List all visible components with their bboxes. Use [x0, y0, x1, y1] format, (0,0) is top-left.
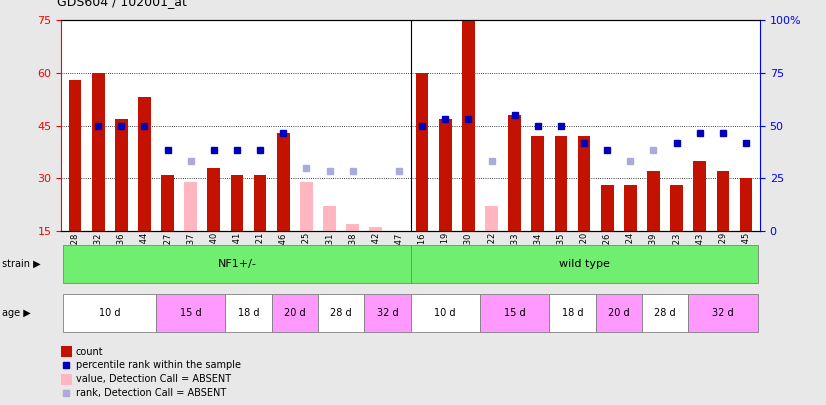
Text: 15 d: 15 d	[504, 308, 525, 318]
Bar	[693, 161, 706, 231]
Bar	[184, 182, 197, 231]
Bar	[230, 175, 244, 231]
Text: 28 d: 28 d	[654, 308, 676, 318]
Bar	[161, 175, 174, 231]
Text: 15 d: 15 d	[180, 308, 202, 318]
Bar	[346, 224, 359, 231]
Bar	[225, 294, 272, 332]
Bar	[462, 20, 475, 231]
Bar	[642, 294, 688, 332]
Bar	[92, 73, 105, 231]
Text: age ▶: age ▶	[2, 308, 31, 318]
Bar	[577, 136, 591, 231]
Bar	[415, 73, 429, 231]
Bar	[369, 227, 382, 231]
Text: GDS604 / 102001_at: GDS604 / 102001_at	[57, 0, 187, 8]
Text: 18 d: 18 d	[238, 308, 259, 318]
Bar	[254, 175, 267, 231]
Bar	[480, 294, 549, 332]
Bar	[61, 373, 72, 385]
Bar	[69, 80, 82, 231]
Bar	[596, 294, 642, 332]
Text: 20 d: 20 d	[284, 308, 306, 318]
Bar	[531, 136, 544, 231]
Text: 28 d: 28 d	[330, 308, 352, 318]
Text: NF1+/-: NF1+/-	[217, 259, 256, 269]
Bar	[411, 245, 757, 284]
Text: 20 d: 20 d	[608, 308, 629, 318]
Bar	[411, 294, 480, 332]
Bar	[647, 171, 660, 231]
Text: 32 d: 32 d	[377, 308, 398, 318]
Bar	[601, 185, 614, 231]
Bar	[115, 119, 128, 231]
Bar	[323, 206, 336, 231]
Bar	[554, 136, 567, 231]
Bar	[485, 206, 498, 231]
Bar	[688, 294, 757, 332]
Bar	[138, 98, 151, 231]
Text: strain ▶: strain ▶	[2, 259, 41, 269]
Bar	[64, 294, 156, 332]
Bar	[716, 171, 729, 231]
Text: rank, Detection Call = ABSENT: rank, Detection Call = ABSENT	[76, 388, 226, 398]
Bar	[624, 185, 637, 231]
Text: 10 d: 10 d	[434, 308, 456, 318]
Text: count: count	[76, 347, 103, 357]
Text: value, Detection Call = ABSENT: value, Detection Call = ABSENT	[76, 374, 231, 384]
Bar	[277, 132, 290, 231]
Bar	[364, 294, 411, 332]
Text: wild type: wild type	[558, 259, 610, 269]
Bar	[670, 185, 683, 231]
Bar	[318, 294, 364, 332]
Bar	[439, 119, 452, 231]
Bar	[549, 294, 596, 332]
Bar	[156, 294, 225, 332]
Bar	[508, 115, 521, 231]
Bar	[272, 294, 318, 332]
Bar	[64, 245, 411, 284]
Bar	[739, 178, 752, 231]
Text: percentile rank within the sample: percentile rank within the sample	[76, 360, 241, 371]
Bar	[61, 346, 72, 357]
Text: 32 d: 32 d	[712, 308, 733, 318]
Text: 18 d: 18 d	[562, 308, 583, 318]
Text: 10 d: 10 d	[99, 308, 121, 318]
Bar	[207, 168, 221, 231]
Bar	[300, 182, 313, 231]
